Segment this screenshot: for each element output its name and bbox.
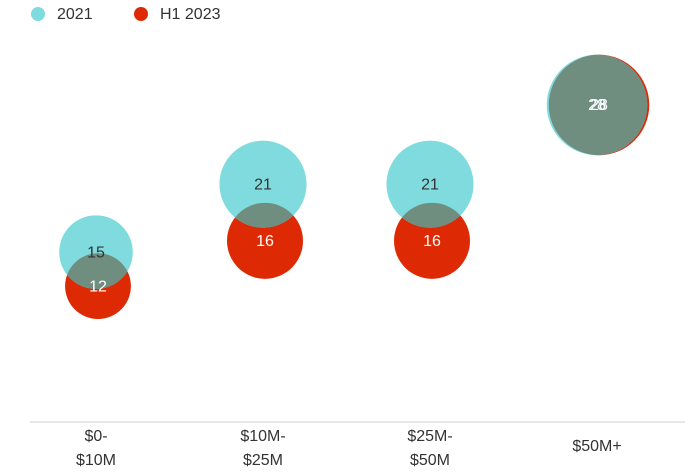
- bubble-overlap: [65, 253, 131, 289]
- legend-marker: [134, 7, 148, 21]
- x-tick-label: $10M-$25M: [240, 428, 285, 469]
- x-tick-label: $50M+: [572, 438, 621, 455]
- data-label: 15: [87, 244, 105, 261]
- data-label: 28: [588, 97, 606, 114]
- data-label: 16: [256, 233, 274, 250]
- bubble: [219, 140, 307, 228]
- bubble-overlap: [548, 54, 648, 156]
- data-label: 12: [89, 278, 107, 295]
- legend-label: H1 2023: [160, 6, 221, 23]
- bubble: [386, 140, 474, 228]
- data-label: 21: [254, 176, 272, 193]
- legend-marker: [31, 7, 45, 21]
- bubble-overlap: [227, 202, 303, 228]
- legend-label: 2021: [57, 6, 93, 23]
- data-label: 28: [590, 97, 608, 114]
- data-label: 21: [421, 176, 439, 193]
- data-label: 16: [423, 233, 441, 250]
- x-tick-label: $25M-$50M: [407, 428, 452, 469]
- x-tick-label: $0-$10M: [76, 428, 116, 469]
- bubble-overlap: [394, 202, 470, 228]
